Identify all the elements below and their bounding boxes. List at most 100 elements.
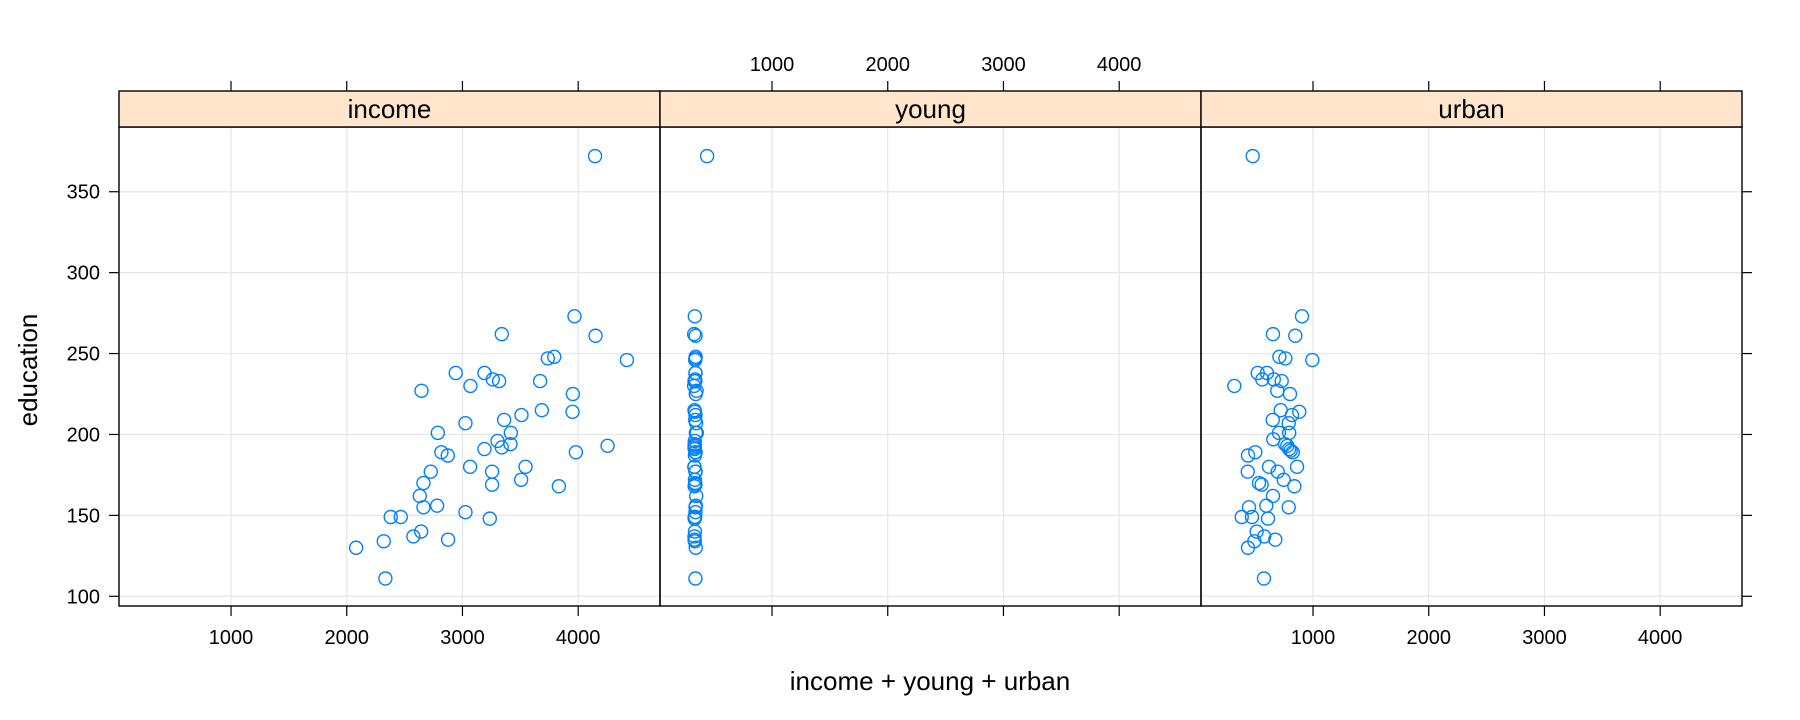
data-point bbox=[687, 472, 703, 487]
data-point bbox=[1234, 509, 1249, 525]
data-point bbox=[565, 404, 580, 420]
x-tick-label-top: 1000 bbox=[750, 54, 795, 76]
data-point bbox=[687, 532, 702, 547]
strip-young bbox=[659, 90, 1202, 128]
data-point bbox=[494, 440, 510, 455]
data-point bbox=[688, 540, 703, 555]
data-point bbox=[413, 524, 429, 539]
data-point bbox=[484, 477, 500, 492]
panel-frame-urban bbox=[1200, 126, 1743, 607]
data-point bbox=[588, 328, 603, 343]
data-point bbox=[1268, 532, 1283, 547]
x-axis-title: income + young + urban bbox=[790, 666, 1070, 696]
data-point bbox=[547, 349, 562, 364]
data-point bbox=[1289, 459, 1305, 475]
data-point bbox=[1240, 448, 1256, 463]
data-point bbox=[1285, 445, 1300, 460]
data-point bbox=[1255, 372, 1270, 387]
data-point bbox=[1265, 412, 1280, 428]
x-tick-label-top: 2000 bbox=[865, 54, 910, 76]
data-point bbox=[477, 441, 492, 457]
data-point bbox=[1281, 441, 1297, 457]
strip-label-urban: urban bbox=[1438, 94, 1505, 124]
data-point bbox=[686, 326, 702, 342]
x-tick-label-bottom: 1000 bbox=[1291, 627, 1336, 649]
data-point bbox=[513, 472, 529, 487]
data-point bbox=[567, 309, 582, 324]
data-point bbox=[565, 386, 581, 402]
data-point bbox=[518, 459, 533, 475]
data-point bbox=[687, 479, 702, 494]
y-tick-label: 100 bbox=[67, 586, 100, 608]
data-point bbox=[376, 534, 391, 549]
x-tick-label-bottom: 3000 bbox=[1522, 627, 1567, 649]
data-point bbox=[1248, 445, 1263, 460]
data-point bbox=[1282, 386, 1298, 402]
data-point bbox=[503, 436, 518, 452]
x-tick-label-bottom: 2000 bbox=[324, 627, 369, 649]
data-point bbox=[1249, 524, 1264, 539]
data-point bbox=[514, 407, 529, 423]
data-point bbox=[688, 386, 703, 402]
data-point bbox=[1287, 479, 1302, 494]
panel-frame-young bbox=[659, 126, 1202, 607]
axes: 1000 2000 3000 4000 1000 2000 3000 4000 1000 2000… bbox=[67, 54, 1752, 649]
strip-income bbox=[118, 90, 661, 128]
data-point bbox=[1256, 571, 1272, 586]
data-point bbox=[587, 148, 603, 164]
data-point bbox=[463, 378, 478, 394]
data-point bbox=[414, 383, 429, 398]
data-point bbox=[496, 412, 512, 428]
data-point bbox=[1281, 415, 1296, 431]
data-point bbox=[1260, 511, 1276, 526]
data-point bbox=[1245, 148, 1260, 164]
y-tick-label: 300 bbox=[67, 263, 100, 285]
data-point bbox=[1240, 464, 1255, 479]
panel-frames bbox=[118, 126, 1743, 607]
data-point bbox=[448, 365, 463, 381]
data-point bbox=[416, 475, 431, 491]
data-point bbox=[568, 445, 584, 460]
panel-frame-income bbox=[118, 126, 661, 607]
data-point bbox=[503, 425, 519, 441]
data-point bbox=[699, 148, 715, 164]
data-point bbox=[687, 438, 703, 453]
data-point bbox=[1283, 443, 1298, 458]
data-point bbox=[1251, 475, 1267, 491]
data-point bbox=[1292, 404, 1307, 420]
data-point bbox=[687, 309, 703, 324]
data-point bbox=[482, 511, 497, 526]
data-point bbox=[687, 511, 702, 526]
data-point bbox=[477, 365, 492, 381]
data-point bbox=[491, 373, 507, 389]
data-point bbox=[406, 529, 421, 544]
data-point bbox=[1273, 402, 1288, 418]
y-tick-label: 250 bbox=[67, 344, 100, 366]
data-point bbox=[423, 464, 438, 479]
x-tick-label-top: 3000 bbox=[981, 54, 1026, 76]
data-point bbox=[1281, 500, 1296, 515]
strip-label-young: young bbox=[895, 94, 966, 124]
data-point bbox=[1265, 326, 1281, 342]
x-tick-label-bottom: 3000 bbox=[440, 627, 485, 649]
data-point bbox=[378, 571, 393, 586]
data-point bbox=[484, 464, 500, 479]
data-point bbox=[688, 445, 703, 460]
data-point bbox=[1241, 500, 1257, 515]
data-points bbox=[348, 148, 1320, 586]
data-point bbox=[551, 479, 567, 494]
panel-strips: income young urban bbox=[118, 90, 1743, 128]
x-tick-label-bottom: 4000 bbox=[556, 627, 601, 649]
data-point bbox=[688, 328, 703, 343]
data-point bbox=[1266, 372, 1281, 387]
data-point bbox=[393, 509, 408, 525]
data-point bbox=[532, 373, 548, 389]
y-axis-title: education bbox=[13, 314, 43, 427]
data-point bbox=[1278, 351, 1293, 366]
data-point bbox=[687, 352, 703, 368]
x-tick-label-bottom: 1000 bbox=[209, 627, 254, 649]
data-point bbox=[1281, 425, 1297, 441]
x-tick-label-bottom: 4000 bbox=[1638, 627, 1683, 649]
data-point bbox=[1261, 459, 1277, 475]
